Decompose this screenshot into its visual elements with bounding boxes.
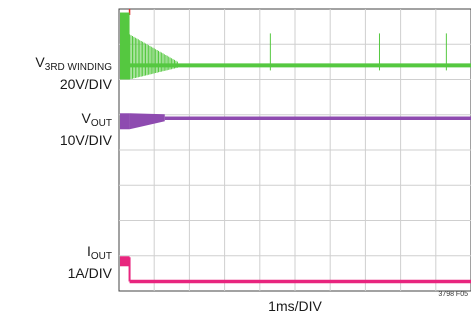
trace-label-v3rd: V3RD WINDING 20V/DIV — [35, 54, 112, 92]
trace-iout-initial — [120, 256, 130, 267]
figure-number: 3798 F05 — [438, 291, 468, 298]
trace-name-v3rd: V3RD WINDING — [35, 54, 112, 73]
trace-scale-v3rd: 20V/DIV — [59, 76, 112, 92]
grid — [119, 9, 471, 291]
trace-vout-ramp — [129, 113, 165, 130]
trace-name-vout: VOUT — [81, 110, 112, 129]
trace-label-vout: VOUT 10V/DIV — [60, 110, 112, 148]
trace-vout-initial — [120, 113, 130, 130]
trace-v3rd-burst — [120, 12, 130, 80]
trace-scale-iout: 1A/DIV — [67, 265, 112, 281]
x-axis-label: 1ms/DIV — [268, 298, 322, 314]
trace-scale-vout: 10V/DIV — [59, 132, 112, 148]
traces — [120, 12, 471, 284]
trace-label-iout: IOUT 1A/DIV — [68, 243, 112, 281]
trace-name-iout: IOUT — [87, 243, 112, 262]
